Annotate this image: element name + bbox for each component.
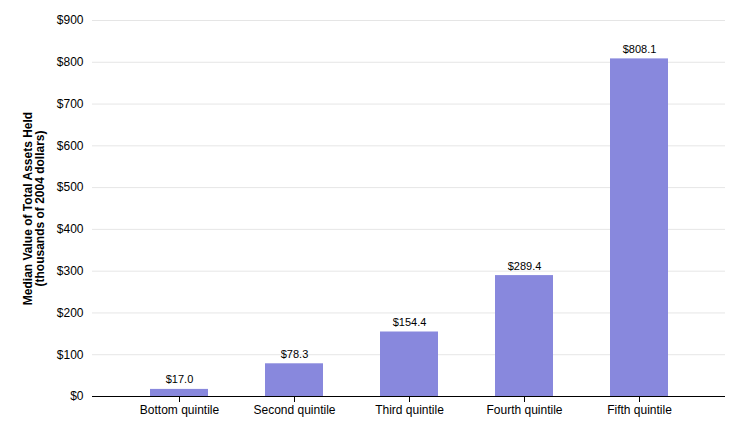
svg-text:$300: $300 [57,264,84,278]
svg-text:$200: $200 [57,306,84,320]
svg-text:Bottom quintile: Bottom quintile [140,403,220,417]
svg-text:$600: $600 [57,139,84,153]
svg-text:$78.3: $78.3 [281,348,309,360]
svg-text:Third quintile: Third quintile [375,403,444,417]
svg-text:$900: $900 [57,13,84,27]
svg-text:Fourth quintile: Fourth quintile [486,403,562,417]
svg-text:$700: $700 [57,97,84,111]
svg-text:Median Value of Total Assets H: Median Value of Total Assets Held(thousa… [21,112,47,305]
svg-text:$17.0: $17.0 [166,373,194,385]
svg-text:$400: $400 [57,222,84,236]
svg-text:$808.1: $808.1 [623,43,657,55]
svg-text:$800: $800 [57,55,84,69]
svg-text:$100: $100 [57,348,84,362]
svg-text:Second quintile: Second quintile [253,403,335,417]
svg-text:$0: $0 [70,389,84,403]
svg-text:$289.4: $289.4 [508,260,542,272]
svg-text:Fifth quintile: Fifth quintile [607,403,672,417]
svg-text:$154.4: $154.4 [393,316,427,328]
svg-text:$500: $500 [57,180,84,194]
